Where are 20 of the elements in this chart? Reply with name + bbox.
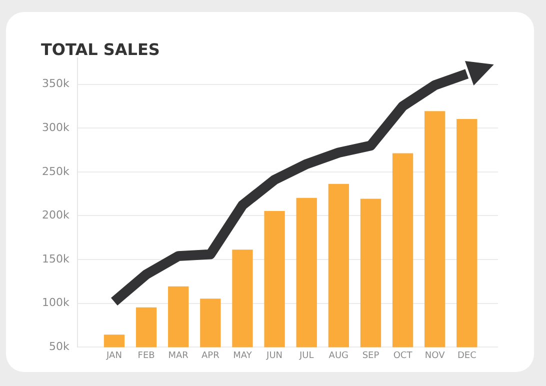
x-tick-label: SEP (362, 350, 380, 361)
y-tick-label: 150k (42, 252, 70, 266)
x-tick-label: JAN (106, 350, 122, 361)
y-tick-label: 50k (48, 340, 70, 354)
x-tick-label: MAY (233, 350, 252, 361)
chart-title: TOTAL SALES (41, 40, 160, 59)
x-tick-label: JUN (266, 350, 283, 361)
x-tick-label: FEB (138, 350, 155, 361)
x-tick-label: DEC (457, 350, 476, 361)
x-tick-label: JUL (298, 350, 314, 361)
y-tick-label: 350k (42, 77, 70, 90)
x-tick-label: OCT (393, 350, 413, 361)
y-tick-label: 300k (42, 120, 70, 134)
y-tick-label: 200k (42, 208, 70, 222)
x-tick-label: APR (201, 350, 220, 361)
x-tick-label: NOV (424, 350, 446, 361)
y-tick-label: 250k (42, 164, 70, 178)
x-tick-label: MAR (168, 350, 188, 361)
y-tick-label: 100k (42, 296, 70, 310)
x-tick-label: AUG (328, 350, 349, 361)
